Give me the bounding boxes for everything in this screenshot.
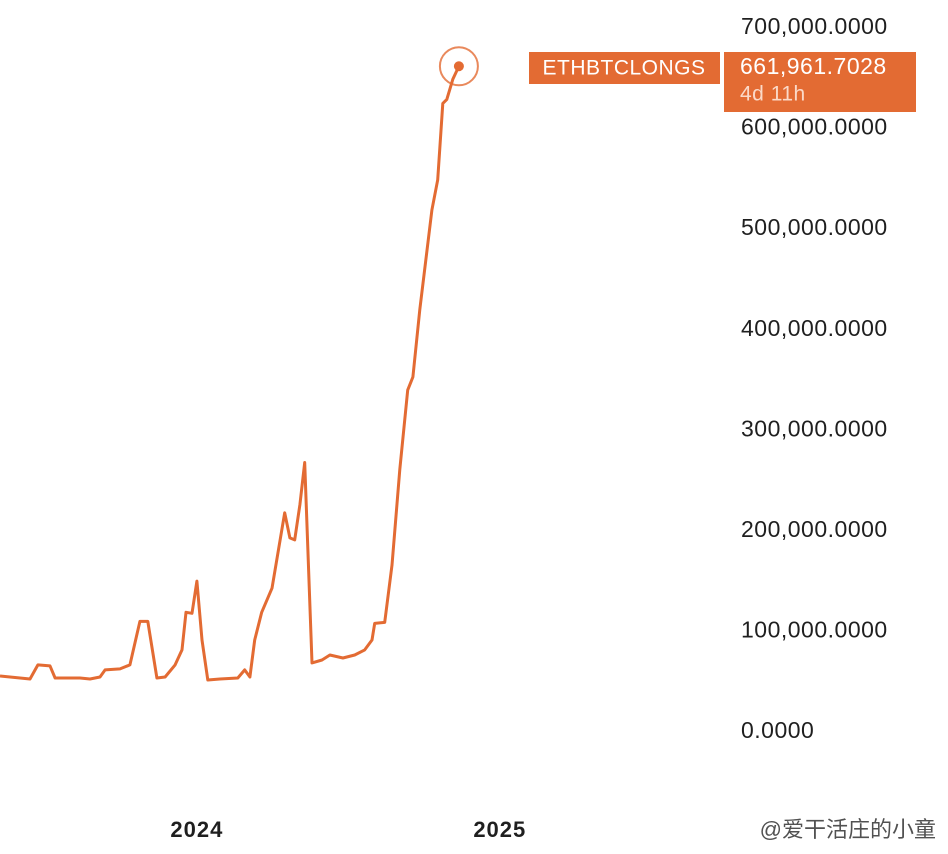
value-label: 661,961.7028	[740, 53, 887, 79]
y-tick-label: 500,000.0000	[741, 214, 888, 240]
y-tick-label: 400,000.0000	[741, 315, 888, 341]
line	[0, 65, 461, 682]
y-tick-label: 0.0000	[741, 717, 814, 743]
value-box	[724, 52, 916, 112]
last-point-halo	[438, 46, 479, 87]
x-tick-label: 2025	[473, 817, 526, 842]
last-point	[453, 61, 464, 72]
y-tick-label: 100,000.0000	[741, 617, 888, 643]
watermark: @爱干活庄的小童	[760, 817, 936, 842]
y-tick-label: 700,000.0000	[741, 13, 888, 39]
legend-box	[529, 52, 720, 84]
y-tick-label: 300,000.0000	[741, 415, 888, 441]
countdown: 4d 11h	[740, 83, 806, 106]
y-tick-label: 200,000.0000	[741, 516, 888, 542]
x-tick-label: 2024	[170, 817, 223, 842]
y-tick-label: 600,000.0000	[741, 114, 888, 140]
legend-label: ETHBTCLONGS	[542, 57, 705, 80]
